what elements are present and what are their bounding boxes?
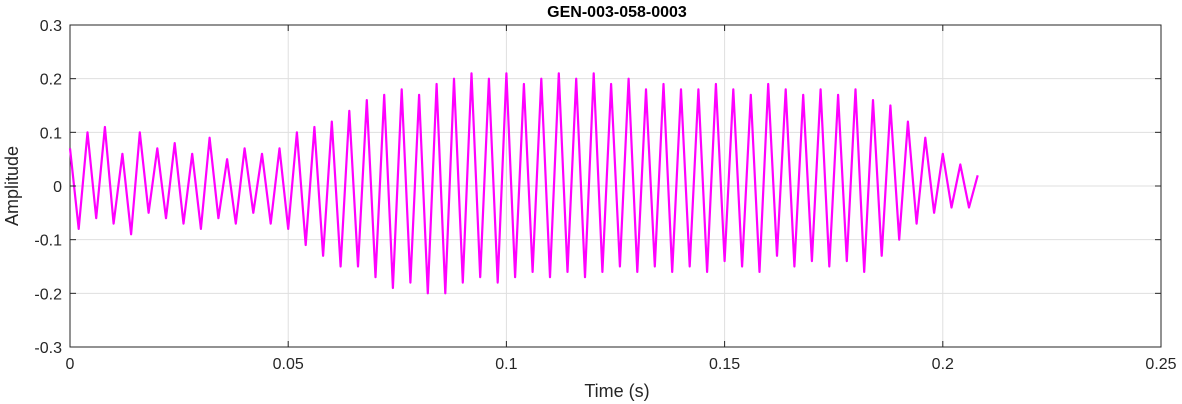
y-tick-label: 0.2 <box>40 72 62 89</box>
y-tick-label: -0.1 <box>34 233 62 250</box>
x-tick-label: 0.05 <box>273 356 304 373</box>
ticks: 0 0.05 0.1 0.15 0.2 0.25 -0.3 -0.2 -0.1 0 0.1 0.2 0.… <box>34 18 1176 373</box>
x-tick-label: 0 <box>66 356 75 373</box>
x-tick-label: 0.25 <box>1145 356 1176 373</box>
chart-title: GEN-003-058-0003 <box>547 4 687 21</box>
y-axis-label: Amplitude <box>2 146 22 226</box>
x-axis-label: Time (s) <box>584 381 649 401</box>
y-tick-label: -0.3 <box>34 340 62 357</box>
y-tick-label: 0.3 <box>40 18 62 35</box>
series-layer <box>68 72 979 295</box>
x-tick-label: 0.1 <box>495 356 517 373</box>
series-line <box>68 72 979 295</box>
y-tick-label: 0 <box>53 179 62 196</box>
x-tick-label: 0.15 <box>709 356 740 373</box>
y-tick-label: 0.1 <box>40 125 62 142</box>
y-tick-label: -0.2 <box>34 286 62 303</box>
x-tick-label: 0.2 <box>932 356 954 373</box>
